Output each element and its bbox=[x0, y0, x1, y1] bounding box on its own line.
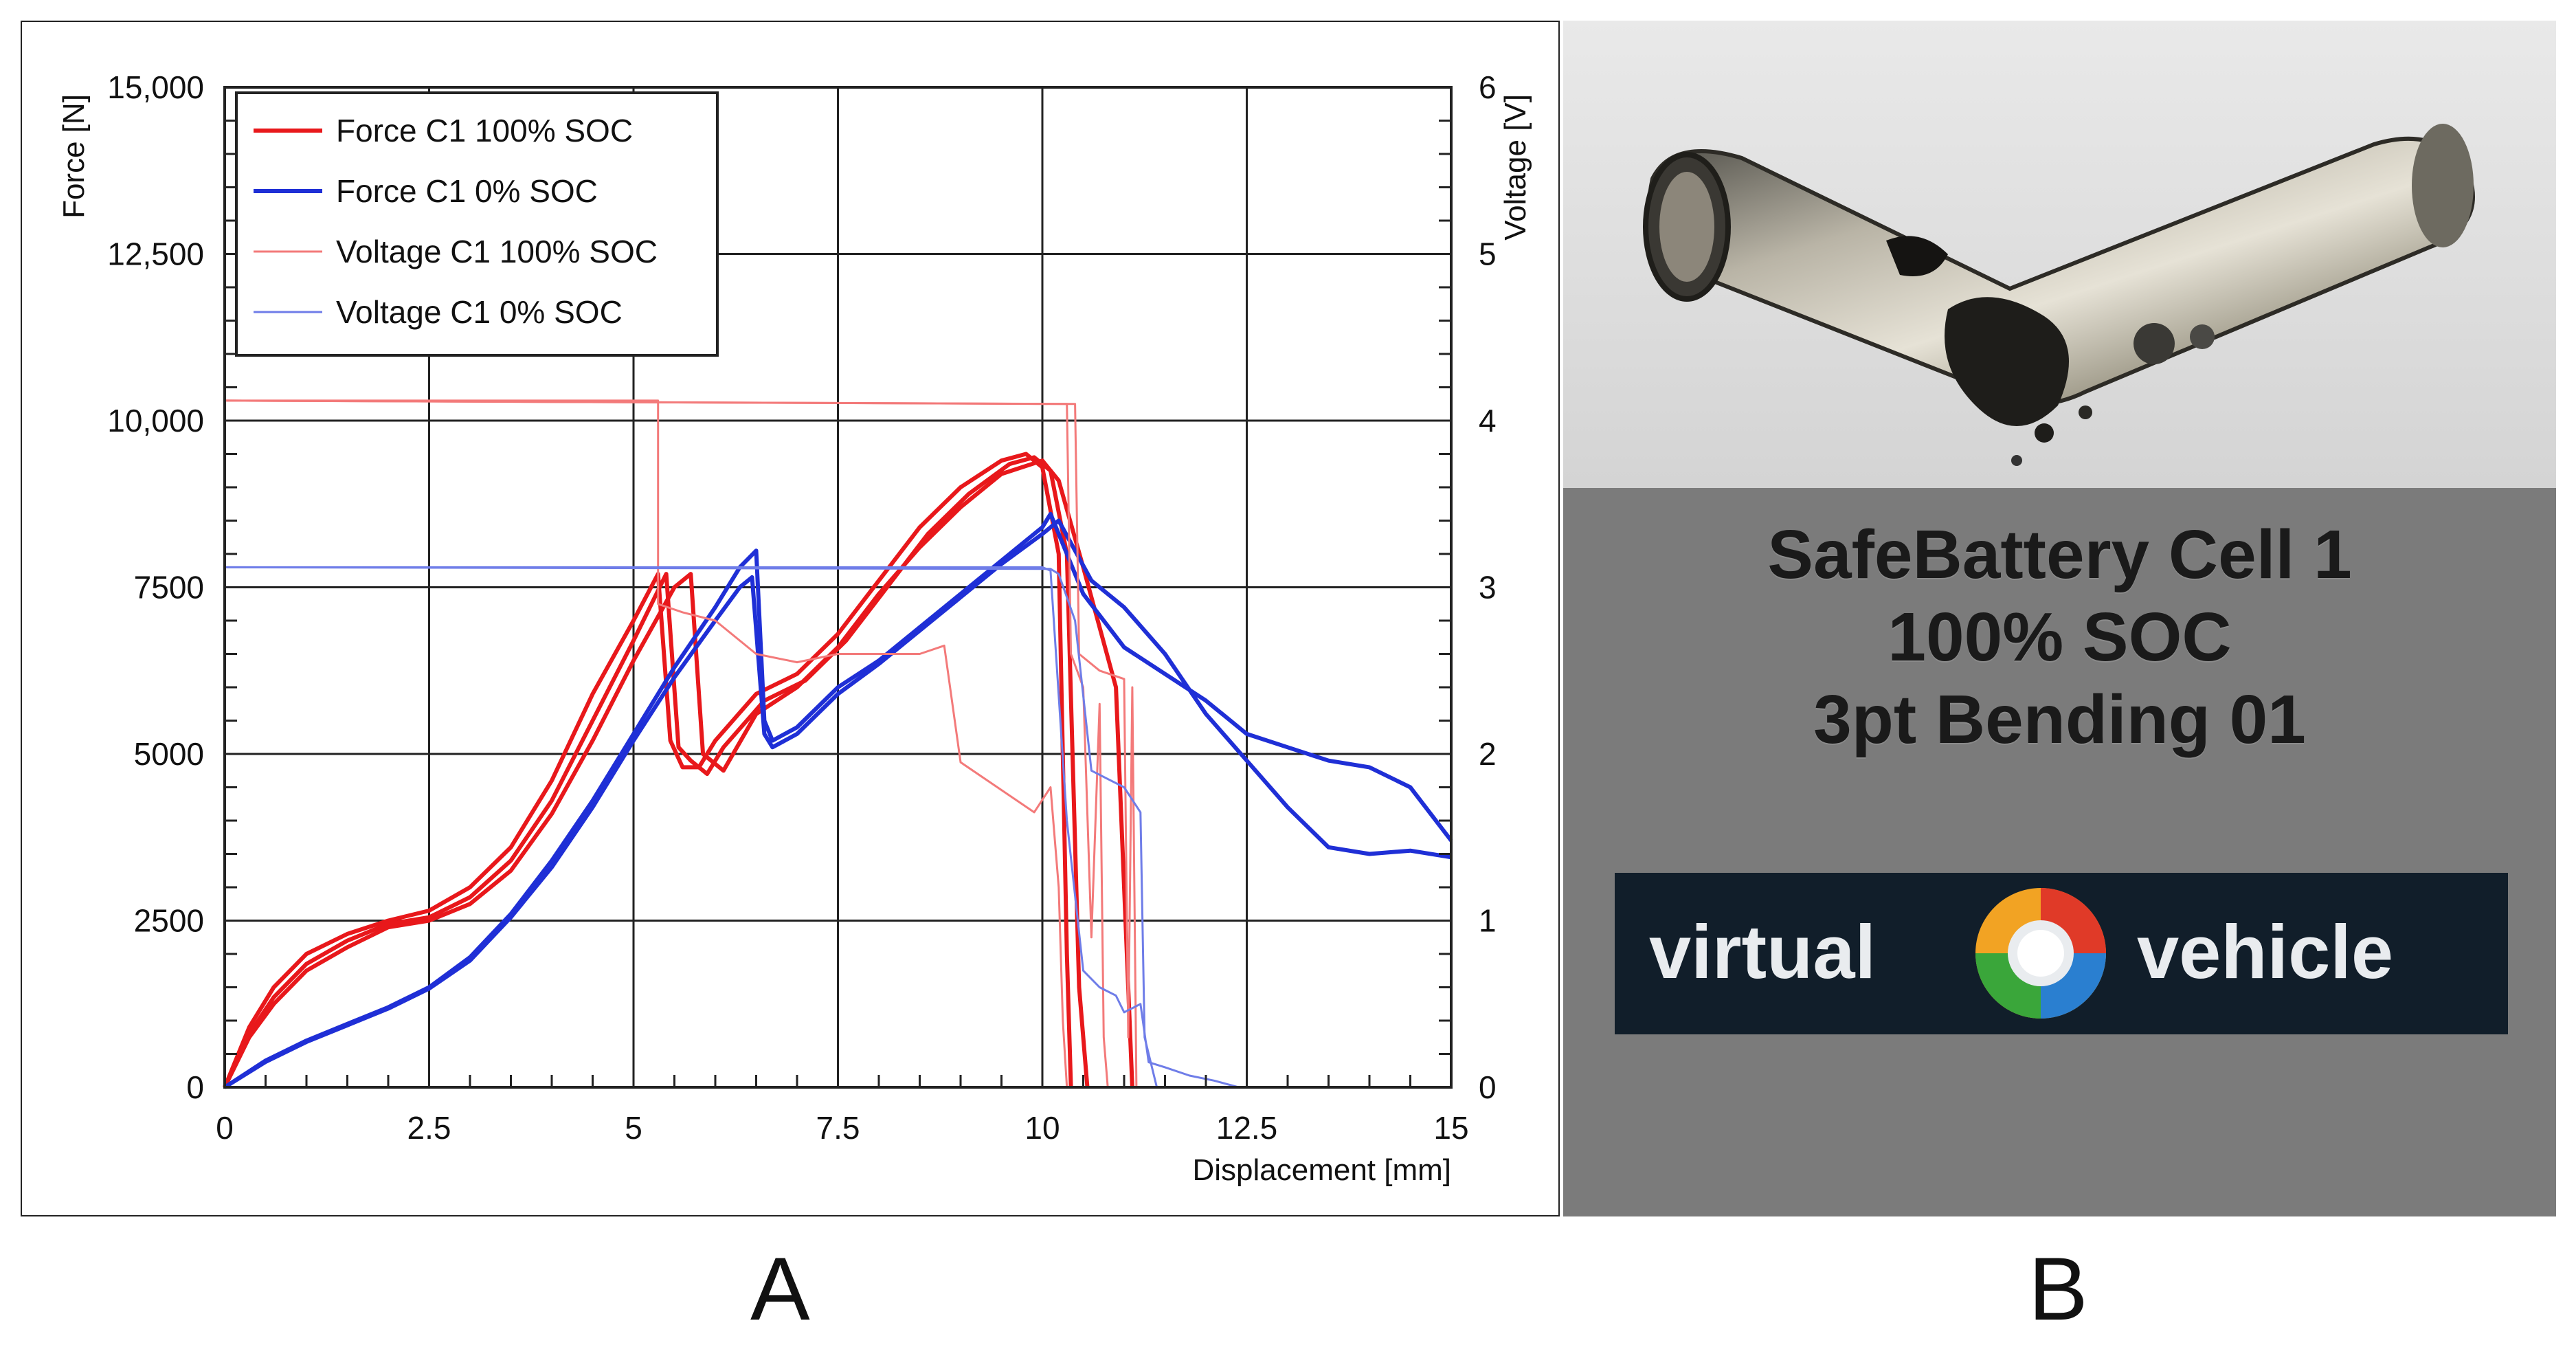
logo-word-left: virtual bbox=[1649, 910, 1877, 994]
virtual-vehicle-logo: virtual vehicle bbox=[1615, 873, 2508, 1034]
series-line-7 bbox=[224, 399, 1138, 1088]
series-line-5 bbox=[225, 399, 1068, 1088]
chart-axes: 0 2.5 5 7.5 10 12.5 15025005000750010,00012,50… bbox=[57, 69, 1532, 1187]
x-tick-label: 12.5 bbox=[1216, 1110, 1278, 1146]
cell-label-line-2: 100% SOC bbox=[1888, 599, 2232, 676]
panel-label-a: A bbox=[750, 1238, 810, 1339]
series-line-0 bbox=[223, 452, 1073, 1089]
gray-card-background bbox=[1563, 488, 2556, 1216]
y-tick-label: 10,000 bbox=[107, 403, 204, 438]
series-line-9 bbox=[224, 566, 1158, 1088]
chart-series bbox=[223, 399, 1453, 1089]
y2-tick-label: 0 bbox=[1479, 1069, 1497, 1105]
logo-emblem-icon bbox=[1975, 888, 2106, 1019]
x-tick-label: 7.5 bbox=[816, 1110, 860, 1146]
chart-panel: 0 2.5 5 7.5 10 12.5 15 0 2500 5000 7500 10,000 12,50… bbox=[21, 21, 1560, 1216]
y-tick-label: 0 bbox=[186, 1069, 204, 1105]
legend-entry: Force C1 100% SOC bbox=[336, 113, 633, 148]
y-tick-label: 12,500 bbox=[107, 236, 204, 272]
photo-panel: SafeBattery Cell 1 100% SOC 3pt Bending … bbox=[1563, 21, 2556, 1216]
y2-tick-label: 5 bbox=[1479, 236, 1497, 272]
x-tick-label: 5 bbox=[625, 1110, 642, 1146]
x-tick-label: 0 bbox=[216, 1110, 234, 1146]
plot-frame bbox=[223, 86, 1453, 1089]
chart-legend: Force C1 100% SOC Force C1 0% SOC Voltage … bbox=[235, 91, 719, 357]
x-tick-label: 10 bbox=[1024, 1110, 1060, 1146]
y-tick-label: 2500 bbox=[134, 903, 204, 939]
series-line-2 bbox=[223, 458, 1134, 1089]
legend-entry: Voltage C1 0% SOC bbox=[336, 294, 623, 330]
series-line-8 bbox=[225, 566, 1239, 1089]
y-tick-label: 15,000 bbox=[107, 69, 204, 105]
x-axis-label: Displacement [mm] bbox=[1192, 1153, 1451, 1187]
y2-axis-label: Voltage [V] bbox=[1499, 94, 1532, 241]
logo-word-right: vehicle bbox=[2137, 910, 2394, 994]
cell-label-line-1: SafeBattery Cell 1 bbox=[1767, 516, 2352, 593]
series-line-1 bbox=[223, 455, 1090, 1089]
series-line-4 bbox=[223, 518, 1452, 1089]
y2-tick-label: 4 bbox=[1479, 403, 1497, 438]
y-tick-label: 7500 bbox=[134, 570, 204, 605]
legend-entry: Voltage C1 100% SOC bbox=[336, 234, 658, 269]
legend-entry: Force C1 0% SOC bbox=[336, 173, 598, 209]
series-line-3 bbox=[223, 511, 1453, 1089]
y2-tick-label: 3 bbox=[1479, 570, 1497, 605]
cell-label-line-3: 3pt Bending 01 bbox=[1813, 681, 2306, 758]
y-axis-label: Force [N] bbox=[57, 94, 91, 219]
x-tick-label: 2.5 bbox=[407, 1110, 451, 1146]
panel-label-b: B bbox=[2028, 1238, 2088, 1339]
bent-cell-photo bbox=[1563, 21, 2556, 488]
y2-tick-label: 6 bbox=[1479, 69, 1497, 105]
y2-tick-label: 2 bbox=[1479, 736, 1497, 772]
y2-tick-label: 1 bbox=[1479, 903, 1497, 939]
series-line-6 bbox=[224, 399, 1109, 1088]
force-voltage-chart: 0 2.5 5 7.5 10 12.5 15025005000750010,00012,50… bbox=[57, 69, 1532, 1187]
x-tick-label: 15 bbox=[1433, 1110, 1468, 1146]
y-tick-label: 5000 bbox=[134, 736, 204, 772]
